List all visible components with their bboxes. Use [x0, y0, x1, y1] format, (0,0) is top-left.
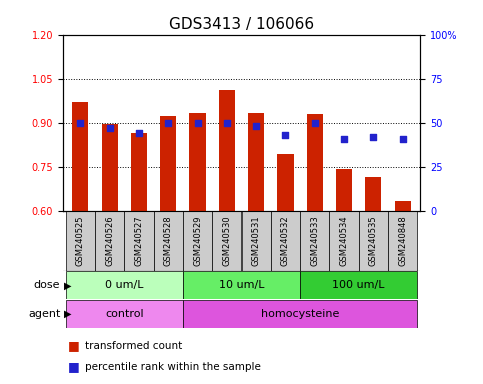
- Point: [311, 120, 319, 126]
- Bar: [395, 201, 411, 211]
- Text: GSM240528: GSM240528: [164, 216, 173, 266]
- Bar: [300, 211, 329, 271]
- Bar: [189, 113, 206, 211]
- Bar: [66, 211, 95, 271]
- Point: [399, 136, 407, 142]
- Point: [135, 131, 143, 137]
- Bar: [277, 154, 294, 211]
- Text: percentile rank within the sample: percentile rank within the sample: [85, 362, 260, 372]
- Text: 10 um/L: 10 um/L: [219, 280, 264, 290]
- Text: GSM240534: GSM240534: [340, 216, 349, 266]
- Bar: [329, 211, 359, 271]
- Bar: [160, 116, 176, 211]
- Bar: [101, 124, 118, 211]
- Point: [282, 132, 289, 138]
- Text: ▶: ▶: [64, 309, 71, 319]
- Text: GSM240531: GSM240531: [252, 216, 261, 266]
- Bar: [359, 211, 388, 271]
- Point: [369, 134, 377, 140]
- Bar: [183, 211, 212, 271]
- Bar: [183, 271, 300, 299]
- Bar: [95, 211, 124, 271]
- Bar: [219, 91, 235, 211]
- Text: agent: agent: [28, 309, 60, 319]
- Bar: [154, 211, 183, 271]
- Bar: [66, 271, 183, 299]
- Text: GSM240526: GSM240526: [105, 216, 114, 266]
- Point: [340, 136, 348, 142]
- Text: dose: dose: [34, 280, 60, 290]
- Bar: [300, 271, 417, 299]
- Bar: [66, 300, 183, 328]
- Point: [194, 120, 201, 126]
- Bar: [183, 300, 417, 328]
- Text: GSM240535: GSM240535: [369, 216, 378, 266]
- Bar: [131, 133, 147, 211]
- Title: GDS3413 / 106066: GDS3413 / 106066: [169, 17, 314, 32]
- Text: GSM240533: GSM240533: [310, 215, 319, 266]
- Text: transformed count: transformed count: [85, 341, 182, 351]
- Bar: [307, 114, 323, 211]
- Text: 100 um/L: 100 um/L: [332, 280, 385, 290]
- Text: 0 um/L: 0 um/L: [105, 280, 143, 290]
- Text: GSM240848: GSM240848: [398, 215, 407, 266]
- Bar: [365, 177, 382, 211]
- Bar: [388, 211, 417, 271]
- Text: GSM240525: GSM240525: [76, 216, 85, 266]
- Point: [252, 123, 260, 129]
- Bar: [248, 113, 264, 211]
- Bar: [242, 211, 271, 271]
- Point: [76, 120, 84, 126]
- Text: GSM240529: GSM240529: [193, 216, 202, 266]
- Text: GSM240532: GSM240532: [281, 216, 290, 266]
- Bar: [124, 211, 154, 271]
- Text: ▶: ▶: [64, 280, 71, 290]
- Point: [223, 120, 231, 126]
- Bar: [212, 211, 242, 271]
- Text: control: control: [105, 309, 143, 319]
- Text: GSM240527: GSM240527: [134, 216, 143, 266]
- Point: [164, 120, 172, 126]
- Text: ■: ■: [68, 360, 79, 373]
- Bar: [72, 102, 88, 211]
- Text: ■: ■: [68, 339, 79, 352]
- Bar: [336, 169, 352, 211]
- Text: GSM240530: GSM240530: [222, 216, 231, 266]
- Point: [106, 125, 114, 131]
- Bar: [271, 211, 300, 271]
- Text: homocysteine: homocysteine: [261, 309, 339, 319]
